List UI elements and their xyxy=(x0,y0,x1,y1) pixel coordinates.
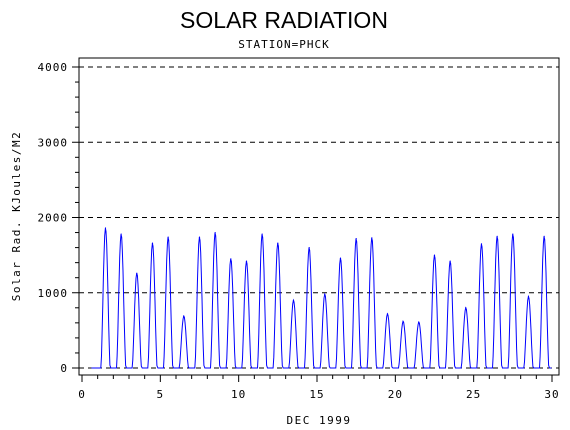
x-tick-label: 20 xyxy=(388,388,403,401)
daily-peak-point xyxy=(512,233,514,235)
daily-peak-point xyxy=(339,257,342,259)
daily-peak-point xyxy=(386,313,389,315)
chart-title: SOLAR RADIATION xyxy=(180,7,388,33)
daily-peak-point xyxy=(120,233,122,235)
daily-peak-point xyxy=(480,243,483,245)
y-tick-label: 3000 xyxy=(38,136,69,149)
daily-peak-point xyxy=(183,315,185,317)
daily-peak-point xyxy=(198,236,201,238)
x-tick-label: 0 xyxy=(78,388,86,401)
daily-peak-point xyxy=(104,227,107,229)
daily-peak-point xyxy=(418,321,420,323)
daily-peak-point xyxy=(214,231,216,234)
daily-peak-point xyxy=(261,233,263,235)
chart-subtitle: STATION=PHCK xyxy=(238,38,329,51)
daily-peak-point xyxy=(151,242,154,244)
x-axis: 0 5 10 15 20 25 30 xyxy=(78,375,559,401)
series-group xyxy=(91,227,552,369)
daily-peak-point xyxy=(371,237,373,239)
daily-peak-point xyxy=(402,320,404,322)
daily-peak-point xyxy=(136,272,138,274)
daily-peak-point xyxy=(543,235,545,237)
daily-peak-point xyxy=(277,242,279,244)
x-tick-label: 10 xyxy=(231,388,246,401)
daily-peak-point xyxy=(308,247,310,249)
daily-peak-point xyxy=(167,236,169,238)
daily-peak-point xyxy=(465,307,467,309)
plot-frame xyxy=(78,57,560,376)
x-tick-label: 25 xyxy=(466,388,481,401)
daily-peak-point xyxy=(245,260,248,262)
grid-lines xyxy=(79,66,559,369)
y-axis-label: Solar Rad. KJoules/M2 xyxy=(10,131,23,302)
x-tick-label: 30 xyxy=(544,388,559,401)
x-tick-label: 15 xyxy=(309,388,324,401)
y-tick-label: 0 xyxy=(60,362,68,375)
x-tick-label: 5 xyxy=(157,388,165,401)
y-tick-label: 1000 xyxy=(38,287,69,300)
y-axis: 0 1000 2000 3000 4000 xyxy=(38,61,79,375)
daily-peak-point xyxy=(355,237,357,240)
x-axis-label: DEC 1999 xyxy=(287,414,352,427)
daily-peak-point xyxy=(324,293,326,295)
daily-peak-point xyxy=(292,299,295,301)
daily-peak-point xyxy=(230,258,232,260)
daily-peak-point xyxy=(496,235,498,237)
daily-peak-point xyxy=(433,254,436,256)
y-tick-label: 2000 xyxy=(38,212,69,225)
y-tick-label: 4000 xyxy=(38,61,69,74)
daily-peak-point xyxy=(449,260,451,262)
daily-peak-point xyxy=(527,295,530,298)
series-line xyxy=(91,228,552,369)
